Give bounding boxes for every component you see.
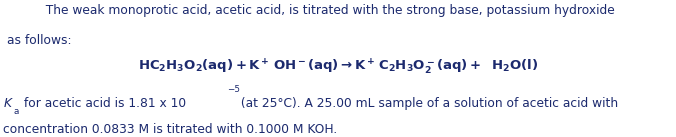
Text: K: K xyxy=(3,97,11,110)
Text: as follows:: as follows: xyxy=(7,34,71,47)
Text: $\mathbf{HC_2H_3O_2(aq) + K^+\,OH^-(aq)\rightarrow K^+\,C_2H_3O_2^-(aq) +\ \ H_2: $\mathbf{HC_2H_3O_2(aq) + K^+\,OH^-(aq)\… xyxy=(138,58,538,76)
Text: for acetic acid is 1.81 x 10: for acetic acid is 1.81 x 10 xyxy=(20,97,187,110)
Text: (at 25°C). A 25.00 mL sample of a solution of acetic acid with: (at 25°C). A 25.00 mL sample of a soluti… xyxy=(237,97,618,110)
Text: a: a xyxy=(14,107,19,116)
Text: concentration 0.0833 M is titrated with 0.1000 M KOH.: concentration 0.0833 M is titrated with … xyxy=(3,123,337,136)
Text: −5: −5 xyxy=(227,85,240,94)
Text: The weak monoprotic acid, acetic acid, is titrated with the strong base, potassi: The weak monoprotic acid, acetic acid, i… xyxy=(7,4,614,17)
